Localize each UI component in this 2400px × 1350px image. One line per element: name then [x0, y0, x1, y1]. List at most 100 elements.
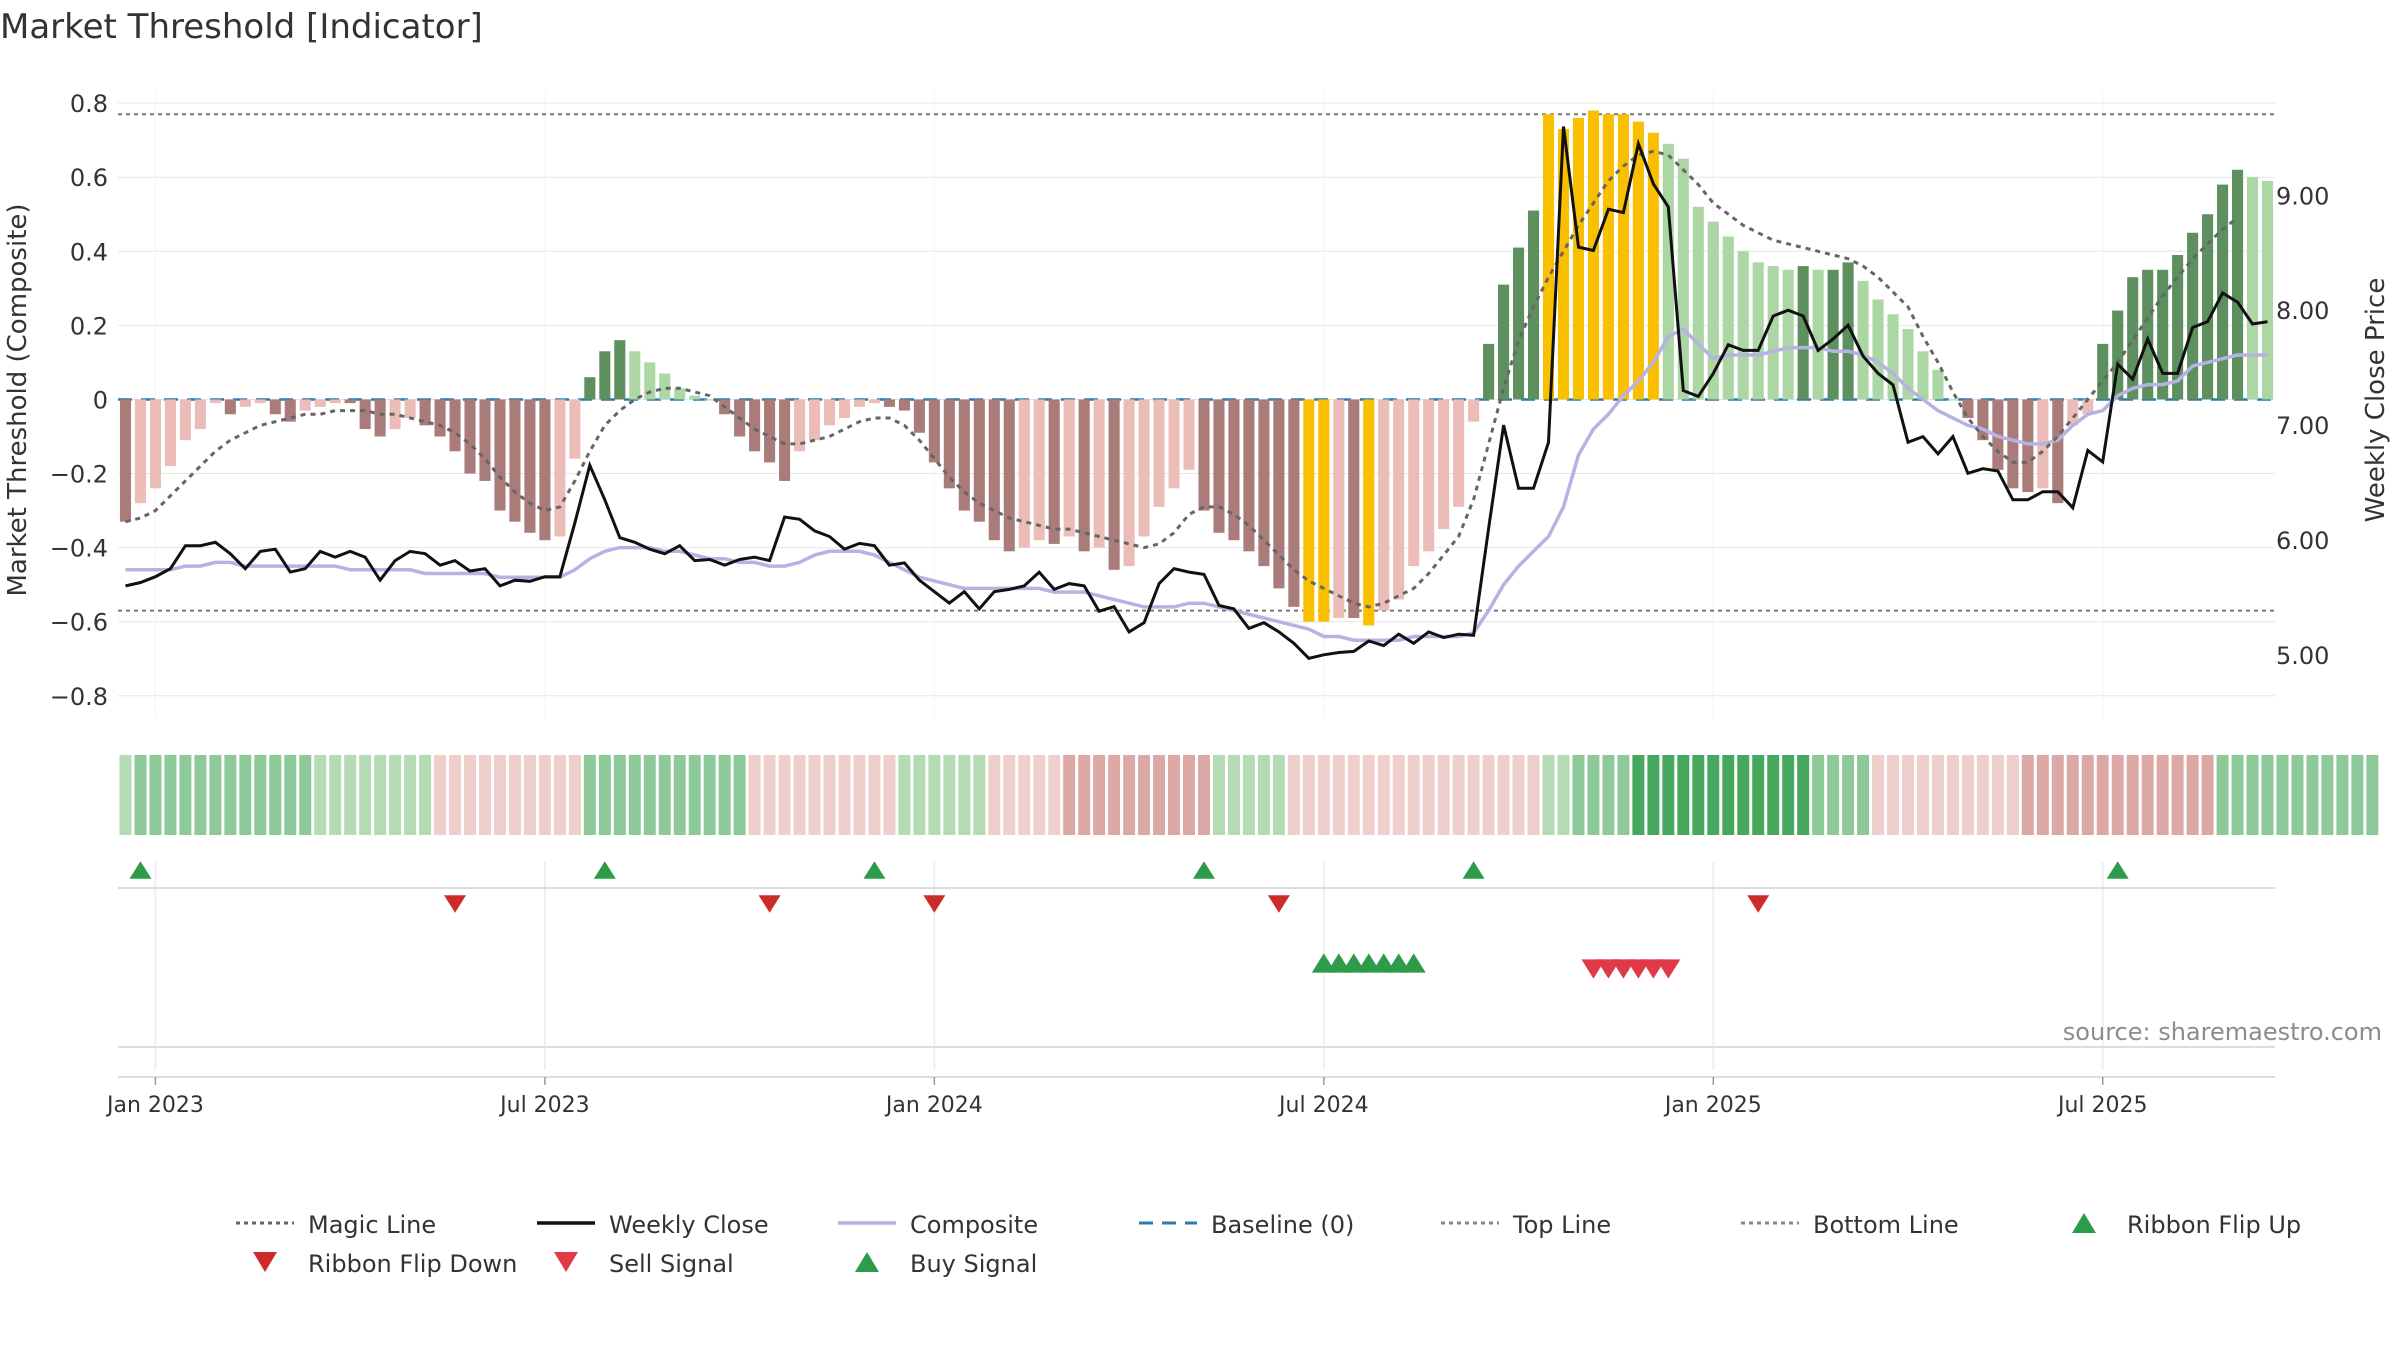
ribbon-cell: [2081, 755, 2094, 835]
ribbon-cell: [1722, 755, 1735, 835]
ribbon-cell: [1916, 755, 1929, 835]
composite-bar: [1602, 114, 1614, 400]
composite-bar: [1018, 399, 1030, 548]
composite-bar: [1647, 132, 1659, 400]
ribbon-cell: [1677, 755, 1690, 835]
ribbon-cell: [1332, 755, 1345, 835]
ribbon-flip-down-marker: [923, 895, 946, 913]
ribbon-cell: [1377, 755, 1390, 835]
ribbon-cell: [1212, 755, 1225, 835]
composite-bar: [853, 399, 866, 407]
ribbon-cell: [853, 755, 866, 835]
ribbon-cell: [1902, 755, 1915, 835]
ribbon-cell: [1287, 755, 1300, 835]
ribbon-cell: [568, 755, 581, 835]
ribbon-cell: [643, 755, 656, 835]
ribbon-flip-up-marker: [1462, 861, 1485, 879]
ribbon-cell: [2201, 755, 2214, 835]
composite-bar: [1842, 262, 1854, 400]
composite-bar: [299, 399, 311, 411]
composite-bar: [1078, 399, 1090, 552]
ribbon-cell: [209, 755, 222, 835]
y2-tick-label: 8.00: [2276, 297, 2329, 325]
legend-label: Buy Signal: [910, 1250, 1037, 1278]
composite-bar: [2052, 399, 2064, 504]
ribbon-cell: [1692, 755, 1705, 835]
ribbon-cell: [1527, 755, 1540, 835]
composite-bar: [524, 399, 536, 533]
composite-bar: [1003, 399, 1015, 552]
ribbon-cell: [269, 755, 282, 835]
composite-bar: [808, 399, 821, 441]
composite-bar: [359, 399, 371, 430]
composite-bar: [2082, 399, 2094, 415]
composite-bar: [1872, 299, 1884, 400]
composite-bar: [1348, 399, 1360, 618]
ribbon-cell: [2171, 755, 2184, 835]
composite-bar: [569, 399, 581, 459]
composite-bar: [1438, 399, 1450, 530]
y-tick-label: −0.8: [50, 683, 108, 711]
composite-bar: [1902, 329, 1914, 400]
ribbon-cell: [314, 755, 327, 835]
ribbon-cell: [823, 755, 836, 835]
ribbon-cell: [1482, 755, 1495, 835]
composite-bar: [1048, 399, 1060, 544]
ribbon-cell: [2111, 755, 2124, 835]
ribbon-cell: [419, 755, 432, 835]
y-tick-label: 0.4: [70, 238, 108, 266]
ribbon-cell: [2291, 755, 2304, 835]
ribbon-cell: [1063, 755, 1076, 835]
composite-bar: [644, 362, 656, 400]
composite-bar: [704, 399, 716, 401]
ribbon-cell: [583, 755, 596, 835]
triangle-down-icon: [253, 1252, 277, 1272]
ribbon-cell: [1078, 755, 1091, 835]
y2-tick-label: 9.00: [2276, 182, 2329, 210]
ribbon-cell: [2231, 755, 2244, 835]
signal-markers: [118, 861, 2275, 1048]
ribbon-cell: [1557, 755, 1570, 835]
ribbon-flip-down-marker: [1747, 895, 1770, 913]
legend-label: Composite: [910, 1211, 1038, 1239]
composite-bar: [1363, 399, 1375, 626]
legend-label: Ribbon Flip Down: [308, 1250, 517, 1278]
composite-bar: [1123, 399, 1135, 567]
composite-bar: [1617, 114, 1629, 400]
ribbon-cell: [1018, 755, 1031, 835]
ribbon-cell: [1647, 755, 1660, 835]
y-tick-label: −0.6: [50, 609, 108, 637]
ribbon-flip-down-marker: [444, 895, 467, 913]
composite-bar: [943, 399, 955, 489]
ribbon-cell: [1422, 755, 1435, 835]
ribbon-cell: [1183, 755, 1196, 835]
ribbon-cell: [913, 755, 926, 835]
weekly-close-line: [125, 126, 2268, 660]
composite-bar: [1782, 269, 1794, 400]
composite-bar: [1752, 262, 1764, 400]
composite-bar: [464, 399, 476, 474]
legend: Magic Line Weekly Close Composite Baseline …: [236, 1211, 2301, 1278]
ribbon-cell: [688, 755, 701, 835]
composite-bar: [389, 399, 401, 430]
ribbon-cell: [868, 755, 881, 835]
composite-bar: [1767, 266, 1779, 400]
composite-bar: [1977, 399, 1989, 441]
composite-bar: [1947, 399, 1959, 401]
ribbon-cell: [1617, 755, 1630, 835]
composite-bar: [1408, 399, 1420, 567]
composite-bar: [329, 399, 341, 404]
ribbon-cell: [1542, 755, 1555, 835]
composite-bar: [599, 351, 611, 400]
composite-bar: [1108, 399, 1120, 570]
ribbon-cell: [2051, 755, 2064, 835]
ribbon-cell: [883, 755, 896, 835]
ribbon-flip-up-marker: [1192, 861, 1215, 879]
ribbon-cell: [374, 755, 387, 835]
x-tick-label: Jan 2025: [1663, 1093, 1762, 1118]
composite-bar: [913, 399, 925, 433]
composite-bar: [779, 399, 791, 481]
ribbon-cell: [299, 755, 312, 835]
ribbon-cell: [1317, 755, 1330, 835]
